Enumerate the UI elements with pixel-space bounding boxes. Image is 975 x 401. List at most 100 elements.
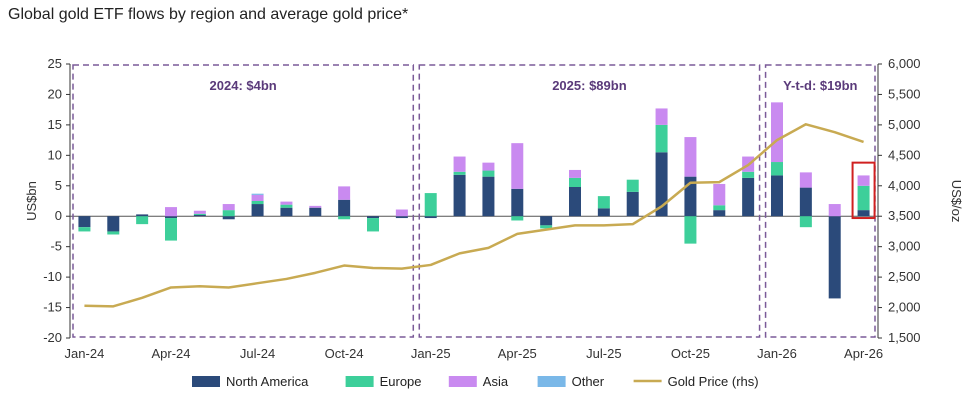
bar-asia bbox=[193, 210, 206, 214]
bar-europe bbox=[280, 204, 293, 208]
y2-tick-label: 1,500 bbox=[888, 330, 921, 345]
bar-north-america bbox=[569, 186, 581, 217]
y-tick-label: -20 bbox=[43, 330, 62, 345]
bar-europe bbox=[540, 225, 553, 229]
bar-europe bbox=[107, 231, 120, 235]
bar-asia bbox=[165, 207, 177, 217]
y-tick-label: -15 bbox=[43, 300, 62, 315]
x-tick-label: Apr-26 bbox=[844, 346, 883, 361]
bar-europe bbox=[713, 205, 726, 211]
y-tick-label: -5 bbox=[50, 239, 62, 254]
bar-north-america bbox=[309, 207, 322, 217]
bar-north-america bbox=[367, 216, 379, 219]
bar-europe bbox=[511, 216, 524, 221]
bar-asia bbox=[280, 201, 293, 205]
legend-swatch bbox=[448, 376, 477, 387]
y2-tick-label: 3,500 bbox=[888, 208, 921, 223]
y2-tick-label: 2,000 bbox=[888, 300, 921, 315]
highlight-box bbox=[851, 161, 876, 220]
bar-asia bbox=[482, 162, 495, 171]
bar-europe bbox=[742, 171, 755, 178]
gold-price-line bbox=[84, 123, 864, 308]
y2-tick-label: 2,500 bbox=[888, 269, 921, 284]
bar-north-america bbox=[453, 174, 466, 217]
legend-swatch bbox=[345, 376, 374, 387]
y-tick-label: 10 bbox=[48, 147, 62, 162]
bar-other bbox=[251, 193, 264, 195]
x-tick-label: Jan-24 bbox=[65, 346, 105, 361]
bar-asia bbox=[799, 172, 812, 188]
bar-north-america bbox=[857, 210, 870, 217]
y2-tick-label: 5,500 bbox=[888, 86, 921, 101]
bar-europe bbox=[569, 177, 581, 187]
y-tick-label: 20 bbox=[48, 86, 62, 101]
bar-north-america bbox=[222, 216, 235, 220]
bar-europe bbox=[338, 216, 351, 220]
bar-north-america bbox=[424, 216, 437, 219]
period-box bbox=[72, 64, 415, 338]
bar-asia bbox=[771, 102, 783, 163]
bar-north-america bbox=[771, 175, 783, 217]
bar-europe bbox=[597, 196, 610, 209]
bar-europe bbox=[684, 216, 697, 244]
bar-asia bbox=[511, 143, 524, 189]
legend-label: Europe bbox=[380, 374, 422, 389]
y-tick-label: 5 bbox=[55, 178, 62, 193]
y2-tick-label: 4,000 bbox=[888, 178, 921, 193]
bar-europe bbox=[165, 218, 177, 241]
bar-north-america bbox=[511, 188, 524, 217]
y2-tick-label: 3,000 bbox=[888, 239, 921, 254]
bar-europe bbox=[222, 210, 235, 217]
bar-asia bbox=[828, 204, 841, 217]
y2-tick-label: 6,000 bbox=[888, 56, 921, 71]
x-tick-label: Oct-24 bbox=[325, 346, 364, 361]
bar-north-america bbox=[597, 208, 610, 217]
bar-north-america bbox=[395, 216, 408, 219]
bar-north-america bbox=[713, 210, 726, 217]
bar-asia bbox=[684, 137, 697, 177]
period-label: 2024: $4bn bbox=[210, 78, 277, 93]
bar-north-america bbox=[540, 216, 553, 226]
x-tick-label: Apr-25 bbox=[498, 346, 537, 361]
bar-north-america bbox=[136, 214, 149, 217]
bar-asia bbox=[655, 108, 668, 125]
y-tick-label: 25 bbox=[48, 56, 62, 71]
bar-asia bbox=[338, 186, 351, 200]
period-box bbox=[418, 64, 761, 338]
legend-swatch bbox=[192, 376, 220, 387]
y-tick-label: 0 bbox=[55, 208, 62, 223]
bar-asia bbox=[222, 204, 235, 211]
y2-tick-label: 4,500 bbox=[888, 147, 921, 162]
bar-europe bbox=[78, 227, 91, 232]
bar-north-america bbox=[799, 187, 812, 217]
bar-europe bbox=[367, 218, 379, 232]
bar-europe bbox=[655, 124, 668, 153]
bar-europe bbox=[193, 213, 206, 216]
y-tick-label: 15 bbox=[48, 117, 62, 132]
bar-asia bbox=[857, 175, 870, 186]
x-tick-label: Oct-25 bbox=[671, 346, 710, 361]
bar-europe bbox=[626, 179, 639, 192]
bar-europe bbox=[453, 171, 466, 175]
legend-label: Asia bbox=[483, 374, 509, 389]
bar-asia bbox=[713, 183, 726, 206]
y2-axis-title: US$/oz bbox=[949, 180, 964, 223]
legend-swatch bbox=[537, 376, 566, 387]
x-tick-label: Jul-25 bbox=[586, 346, 621, 361]
bar-asia bbox=[251, 194, 264, 201]
bar-europe bbox=[771, 162, 783, 176]
bar-europe bbox=[251, 201, 264, 205]
x-tick-label: Jan-25 bbox=[411, 346, 451, 361]
legend-label: North America bbox=[226, 374, 309, 389]
bar-north-america bbox=[828, 216, 841, 299]
bar-asia bbox=[453, 156, 466, 172]
x-tick-label: Apr-24 bbox=[151, 346, 190, 361]
period-label: Y-t-d: $19bn bbox=[783, 78, 857, 93]
bar-north-america bbox=[107, 216, 120, 232]
bar-asia bbox=[309, 205, 322, 208]
bar-north-america bbox=[655, 152, 668, 217]
chart-title: Global gold ETF flows by region and aver… bbox=[8, 6, 409, 23]
bar-asia bbox=[569, 169, 581, 178]
